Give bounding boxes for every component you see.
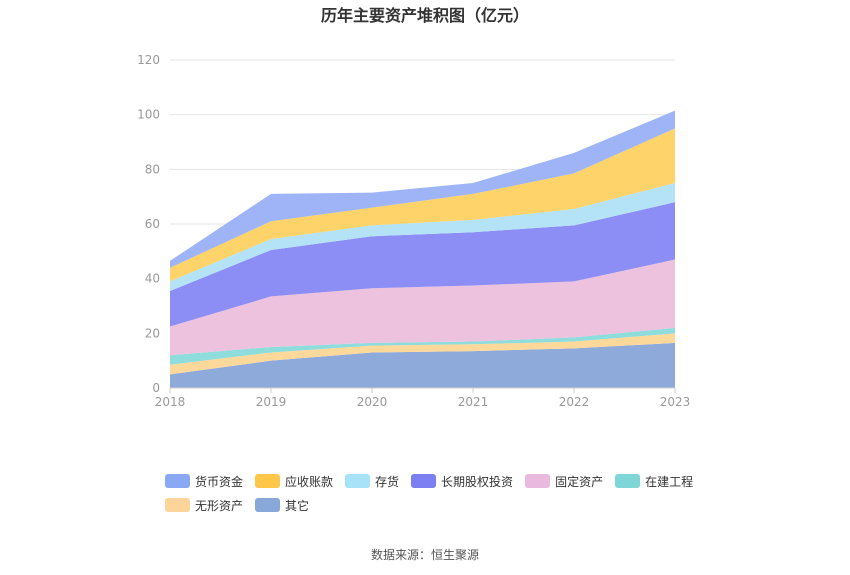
legend-label: 无形资产 xyxy=(195,498,244,513)
legend-label: 长期股权投资 xyxy=(441,474,514,489)
y-tick-label: 0 xyxy=(152,381,160,395)
y-tick-label: 60 xyxy=(145,217,160,231)
x-tick-label: 2021 xyxy=(458,395,489,409)
legend-item[interactable]: 固定资产 xyxy=(525,472,603,490)
x-tick-label: 2018 xyxy=(155,395,186,409)
area-series xyxy=(170,110,675,388)
legend-swatch xyxy=(345,474,371,488)
x-tick-label: 2023 xyxy=(660,395,691,409)
area-series-其它 xyxy=(170,342,675,388)
legend-item[interactable]: 在建工程 xyxy=(615,472,693,490)
area-series-货币资金 xyxy=(170,110,675,268)
y-tick-label: 20 xyxy=(145,326,160,340)
legend-swatch xyxy=(255,474,281,488)
legend-label: 其它 xyxy=(285,498,310,513)
x-tick-label: 2019 xyxy=(256,395,287,409)
x-tick-label: 2020 xyxy=(357,395,388,409)
legend-item[interactable]: 其它 xyxy=(255,496,309,514)
legend-item[interactable]: 存货 xyxy=(345,472,399,490)
x-tick-label: 2022 xyxy=(559,395,590,409)
legend-item[interactable]: 应收账款 xyxy=(255,472,333,490)
legend-label: 在建工程 xyxy=(645,474,694,489)
axes: 0 20 40 60 80 100 120 2018 2019 2020 2021 2022 2023 xyxy=(137,53,690,409)
legend-item[interactable]: 无形资产 xyxy=(165,496,243,514)
legend-swatch xyxy=(411,474,437,488)
y-tick-label: 80 xyxy=(145,162,160,176)
y-tick-label: 40 xyxy=(145,272,160,286)
legend: 货币资金 应收账款 存货 长期股权投资 固定资产 在建工程无形资产 其它 xyxy=(165,472,725,514)
legend-label: 应收账款 xyxy=(285,474,334,489)
area-series-固定资产 xyxy=(170,259,675,356)
area-series-长期股权投资 xyxy=(170,202,675,327)
area-series-应收账款 xyxy=(170,128,675,282)
legend-label: 存货 xyxy=(375,474,400,489)
legend-swatch xyxy=(525,474,551,488)
legend-swatch xyxy=(615,474,641,488)
legend-label: 固定资产 xyxy=(555,474,604,489)
legend-swatch xyxy=(165,498,190,512)
legend-swatch xyxy=(165,474,190,488)
legend-item[interactable]: 长期股权投资 xyxy=(411,472,513,490)
data-source: 数据来源：恒生聚源 xyxy=(370,548,479,562)
area-series-无形资产 xyxy=(170,333,675,375)
legend-item[interactable]: 货币资金 xyxy=(165,472,243,490)
legend-label: 货币资金 xyxy=(195,474,244,489)
chart-title: 历年主要资产堆积图（亿元） xyxy=(320,6,529,25)
y-tick-label: 100 xyxy=(137,108,160,122)
y-tick-label: 120 xyxy=(137,53,160,67)
legend-swatch xyxy=(255,498,281,512)
